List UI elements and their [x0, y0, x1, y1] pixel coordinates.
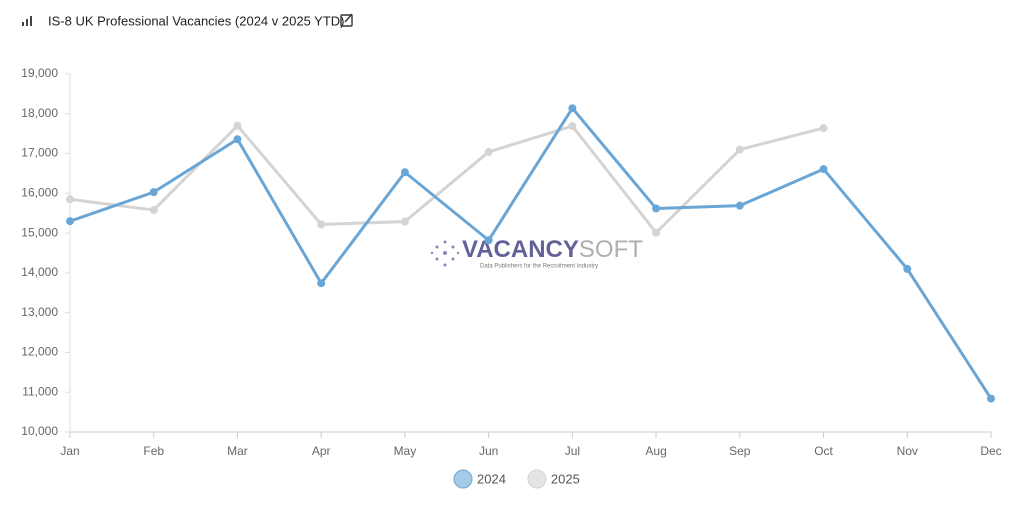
y-tick-label: 11,000: [22, 384, 58, 398]
data-point: [903, 264, 912, 273]
data-point: [317, 279, 326, 288]
y-tick-label: 10,000: [21, 424, 58, 438]
y-tick-label: 15,000: [21, 225, 58, 239]
data-point: [149, 188, 158, 197]
data-point: [819, 165, 828, 174]
x-tick-label: Oct: [814, 444, 833, 458]
data-point: [400, 217, 409, 226]
edit-icon[interactable]: [340, 13, 353, 27]
data-point: [652, 204, 661, 213]
series-line: [69, 106, 993, 400]
y-tick-label: 17,000: [21, 146, 58, 160]
x-tick-label: Aug: [645, 444, 666, 458]
watermark-tagline: Data Publishers for the Recruitment Indu…: [480, 264, 598, 270]
data-point: [735, 145, 744, 154]
chart-icon: [22, 16, 32, 26]
y-tick-label: 13,000: [21, 305, 58, 319]
data-point: [484, 147, 493, 156]
data-point: [149, 206, 158, 215]
data-point: [66, 217, 74, 226]
legend-label[interactable]: 2025: [551, 471, 580, 486]
y-tick-label: 14,000: [21, 265, 58, 279]
legend-swatch[interactable]: [453, 469, 473, 489]
data-point: [819, 124, 828, 133]
x-tick-label: Feb: [143, 444, 164, 458]
data-point: [987, 394, 995, 403]
watermark-text: VACANCYSOFT: [462, 236, 643, 263]
x-tick-label: Jul: [565, 444, 580, 458]
watermark-part: SOFT: [579, 236, 643, 263]
legend-label[interactable]: 2024: [477, 471, 506, 486]
data-point: [568, 122, 577, 131]
x-tick-label: Nov: [897, 444, 918, 458]
data-point: [484, 236, 493, 245]
data-point: [233, 135, 242, 144]
series-line: [69, 124, 824, 235]
x-tick-label: Jan: [60, 444, 79, 458]
x-tick-label: Dec: [980, 444, 1001, 458]
data-point: [652, 228, 661, 237]
y-tick-label: 16,000: [21, 186, 58, 200]
watermark-part: VACANCY: [462, 236, 579, 263]
data-point: [568, 104, 577, 113]
x-tick-label: Apr: [312, 444, 331, 458]
y-tick-label: 19,000: [21, 66, 58, 80]
x-tick-label: May: [394, 444, 417, 458]
x-tick-label: Sep: [729, 444, 751, 458]
data-point: [317, 220, 326, 229]
data-point: [400, 168, 409, 177]
legend-swatch[interactable]: [527, 469, 547, 489]
data-point: [66, 195, 74, 204]
chart-title: IS-8 UK Professional Vacancies (2024 v 2…: [48, 13, 345, 28]
x-tick-label: Mar: [227, 444, 248, 458]
watermark: VACANCYSOFT Data Publishers for the Recr…: [430, 236, 643, 270]
data-point: [233, 121, 242, 130]
data-point: [735, 201, 744, 210]
y-tick-label: 18,000: [21, 106, 58, 120]
y-tick-label: 12,000: [21, 345, 58, 359]
x-tick-label: Jun: [479, 444, 498, 458]
